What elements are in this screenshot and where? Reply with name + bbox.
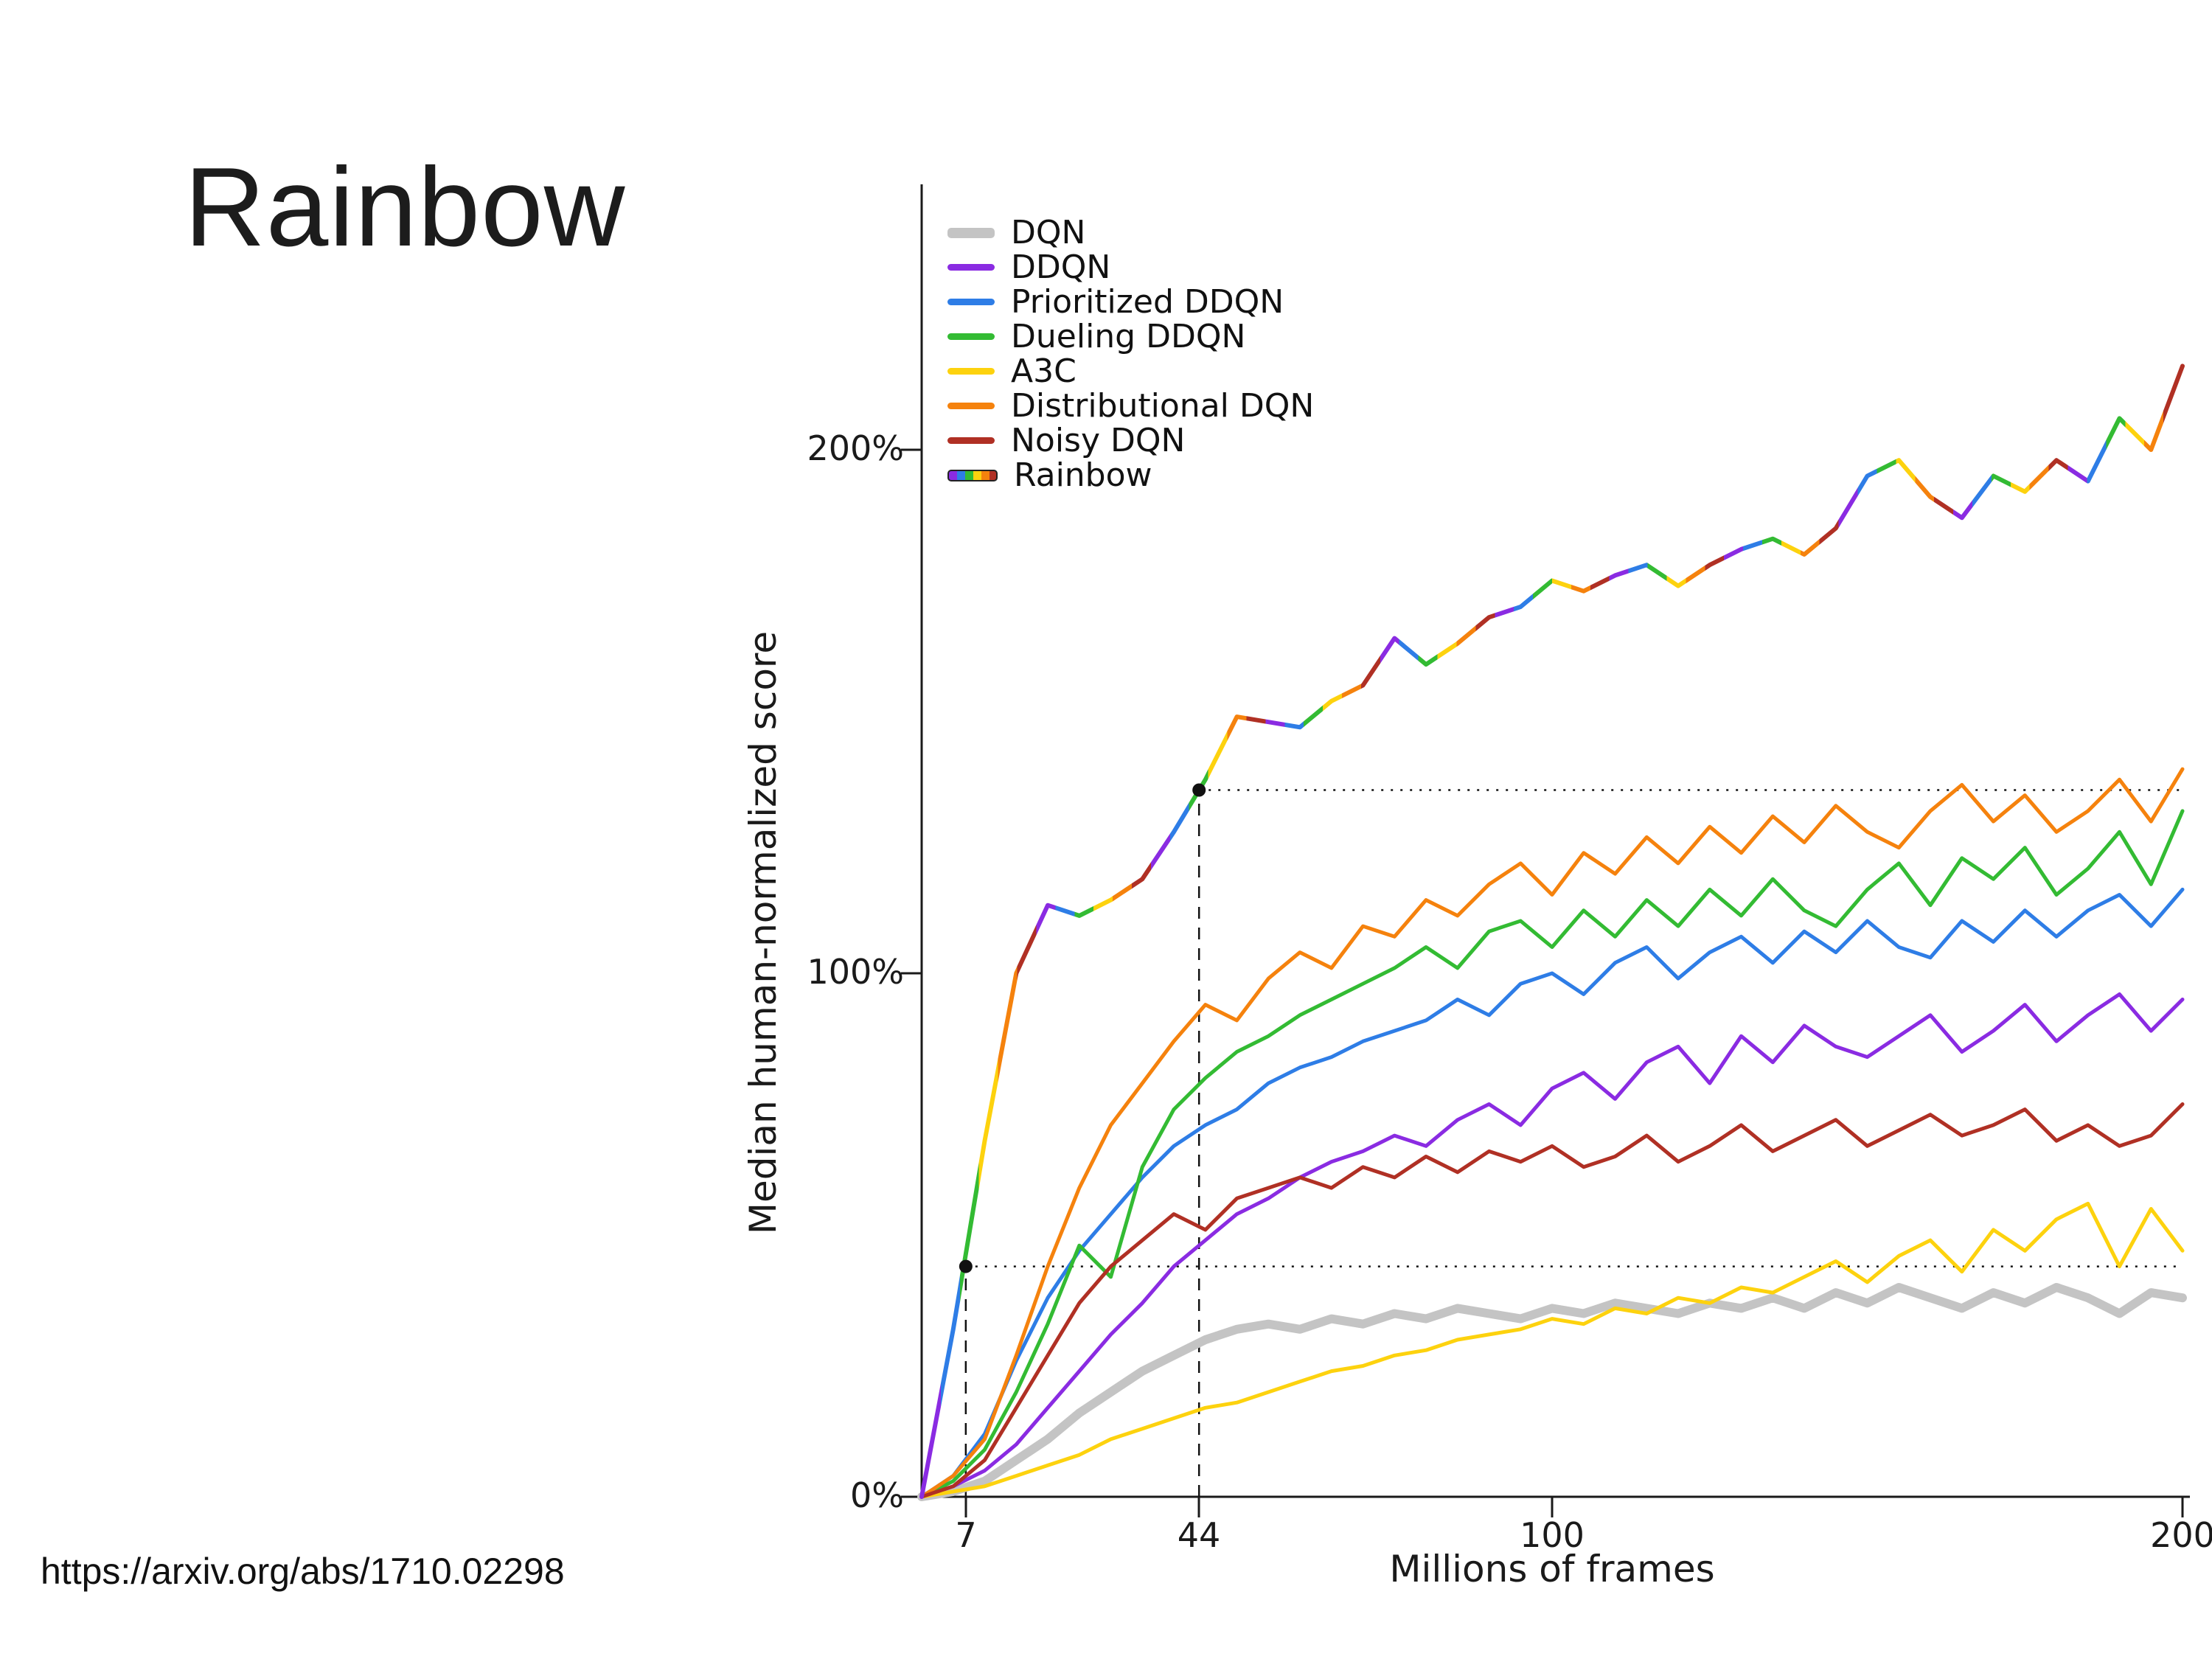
legend-swatch-distributional-dqn [947,403,995,409]
legend-swatch-ddqn [947,264,995,271]
legend-label-prioritized-ddqn: Prioritized DDQN [1011,283,1284,321]
y-axis-title: Median human-normalized score [742,631,785,1234]
legend-item-dueling-ddqn: Dueling DDQN [947,318,1314,355]
series-line-dueling-ddqn [919,809,2185,1499]
legend-item-noisy-dqn: Noisy DQN [947,422,1314,459]
series-line-noisy-dqn [919,1102,2185,1499]
series-line-dqn [917,1283,2187,1501]
legend-item-prioritized-ddqn: Prioritized DDQN [947,283,1314,321]
series-line-a3c [919,1201,2185,1499]
legend-item-distributional-dqn: Distributional DQN [947,387,1315,425]
series-line-rainbow [919,364,2185,1499]
legend-item-a3c: A3C [947,352,1314,390]
legend-item-rainbow: Rainbow [947,456,1314,494]
series-group [917,364,2187,1501]
rainbow-marker [1192,783,1206,797]
legend-label-distributional-dqn: Distributional DQN [1011,387,1315,425]
legend-swatch-a3c [947,368,995,375]
x-tick-label: 44 [1178,1515,1221,1555]
chart-legend: DQN DDQN Prioritized DDQN Dueling DDQN A… [947,214,1315,494]
series-line-prioritized-ddqn [919,887,2185,1499]
slide-title: Rainbow [184,145,626,270]
legend-swatch-noisy-dqn [947,437,995,444]
y-tick-label: 200% [807,428,904,468]
chart-plot: 0% 100% 200% 7 44 100 200 Millions of fr… [742,184,2212,1590]
annotation-lines [964,789,2183,1497]
legend-item-ddqn: DDQN [947,248,1314,286]
x-axis-title: Millions of frames [1389,1548,1714,1590]
legend-label-ddqn: DDQN [1011,248,1111,286]
series-line-ddqn [919,992,2185,1499]
rainbow-marker [959,1259,973,1273]
legend-item-dqn: DQN [947,214,1314,251]
legend-swatch-dqn [947,227,995,238]
legend-swatch-rainbow [947,469,998,481]
y-tick-label: 0% [850,1475,904,1515]
y-tick-label: 100% [807,952,904,992]
x-tick-label: 100 [1520,1515,1585,1555]
x-tick-label: 200 [2150,1515,2212,1555]
source-url[interactable]: https://arxiv.org/abs/1710.02298 [41,1551,565,1592]
x-tick-label: 7 [955,1515,976,1555]
legend-swatch-dueling-ddqn [947,333,995,340]
legend-label-a3c: A3C [1011,352,1077,390]
legend-label-rainbow: Rainbow [1014,456,1152,494]
legend-label-dqn: DQN [1011,214,1086,251]
legend-label-dueling-ddqn: Dueling DDQN [1011,318,1246,355]
legend-label-noisy-dqn: Noisy DQN [1011,422,1186,459]
series-line-distributional-dqn [919,767,2185,1499]
legend-swatch-prioritized-ddqn [947,299,995,305]
